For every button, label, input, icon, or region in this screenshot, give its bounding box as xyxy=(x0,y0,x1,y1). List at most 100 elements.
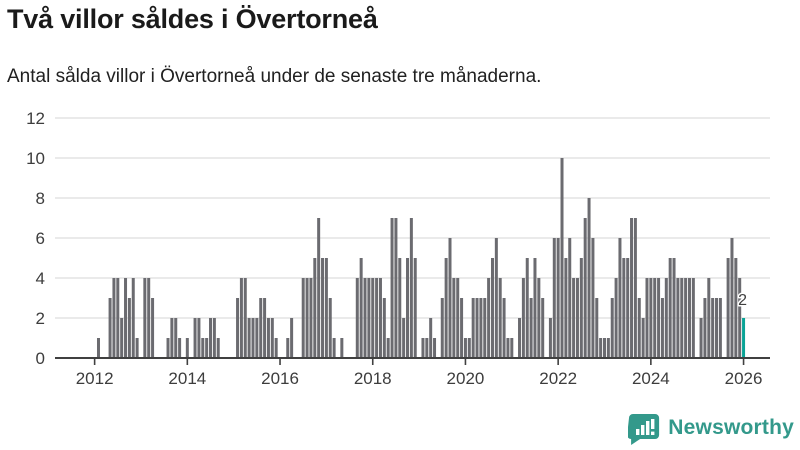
bar xyxy=(386,338,390,358)
bar xyxy=(236,298,240,358)
bar xyxy=(409,218,413,358)
y-tick-label: 6 xyxy=(36,229,45,248)
bar xyxy=(178,338,182,358)
bar xyxy=(687,278,691,358)
bar xyxy=(560,158,564,358)
bar xyxy=(375,278,379,358)
y-tick-label: 0 xyxy=(36,349,45,368)
bar xyxy=(603,338,606,358)
bar xyxy=(626,258,630,358)
bar xyxy=(112,278,116,358)
bar xyxy=(529,298,533,358)
bar xyxy=(591,238,595,358)
bar xyxy=(645,278,649,358)
x-tick-label: 2026 xyxy=(725,369,763,388)
bar xyxy=(456,278,460,358)
x-tick-label: 2016 xyxy=(261,369,299,388)
newsworthy-speech-bubble-bars-icon xyxy=(628,413,660,445)
bar xyxy=(212,318,216,358)
bar xyxy=(575,278,579,358)
bar xyxy=(96,338,100,358)
y-tick-label: 4 xyxy=(36,269,45,288)
bar xyxy=(583,218,587,358)
x-tick-label: 2024 xyxy=(632,369,670,388)
bar xyxy=(120,318,124,358)
bar xyxy=(371,278,375,358)
bar xyxy=(711,298,715,358)
bar xyxy=(440,298,444,358)
bar xyxy=(556,238,560,358)
bar xyxy=(402,318,406,358)
x-tick-label: 2018 xyxy=(354,369,392,388)
bar xyxy=(170,318,174,358)
bar xyxy=(263,298,267,358)
newsworthy-logo: Newsworthy xyxy=(628,410,794,446)
bar xyxy=(568,238,572,358)
x-tick-label: 2014 xyxy=(168,369,206,388)
bar xyxy=(378,278,382,358)
bar xyxy=(309,278,313,358)
bar xyxy=(595,298,599,358)
bar xyxy=(707,278,711,358)
bar xyxy=(421,338,425,358)
bar xyxy=(197,318,201,358)
bar xyxy=(715,298,719,358)
bar xyxy=(444,258,448,358)
bar xyxy=(255,318,259,358)
bar xyxy=(521,278,525,358)
bar xyxy=(274,338,278,358)
bar xyxy=(548,318,552,358)
bar xyxy=(660,298,664,358)
bar xyxy=(633,218,637,358)
bar xyxy=(448,238,452,358)
bar xyxy=(490,258,494,358)
bar xyxy=(135,338,139,358)
bar-chart: 0 2 4 6 8 10 12 2012 2014 2016 2018 2020 2022 2024 202… xyxy=(26,109,770,388)
bar xyxy=(290,318,294,358)
bar xyxy=(247,318,251,358)
y-tick-label: 10 xyxy=(26,149,45,168)
highlighted-bar xyxy=(742,318,746,358)
bar xyxy=(390,218,394,358)
bar xyxy=(425,338,429,358)
bar xyxy=(313,258,317,358)
bar xyxy=(541,298,545,358)
bar xyxy=(734,258,738,358)
bar xyxy=(359,258,363,358)
bar xyxy=(243,278,247,358)
bar xyxy=(398,258,402,358)
bar xyxy=(201,338,205,358)
bar xyxy=(502,298,506,358)
bar xyxy=(572,278,576,358)
x-tick-label: 2012 xyxy=(76,369,114,388)
bar xyxy=(433,338,437,358)
bar xyxy=(239,278,243,358)
bar xyxy=(460,298,464,358)
bar xyxy=(672,258,676,358)
bar xyxy=(479,298,483,358)
bar xyxy=(174,318,178,358)
bar xyxy=(653,278,657,358)
bar xyxy=(321,258,325,358)
chart-subtitle: Antal sålda villor i Övertorneå under de… xyxy=(7,66,542,87)
bar xyxy=(151,298,155,358)
bar xyxy=(216,338,220,358)
bar xyxy=(483,298,487,358)
bar xyxy=(301,278,305,358)
bar xyxy=(305,278,309,358)
bar xyxy=(537,278,541,358)
bar xyxy=(475,298,479,358)
bar xyxy=(680,278,684,358)
bar xyxy=(533,258,537,358)
bar xyxy=(494,238,498,358)
bar xyxy=(467,338,471,358)
bar xyxy=(328,298,332,358)
x-tick-label: 2022 xyxy=(539,369,577,388)
bar xyxy=(382,298,386,358)
bar xyxy=(363,278,367,358)
bar xyxy=(147,278,151,358)
bar xyxy=(116,278,120,358)
bar xyxy=(641,318,645,358)
bar xyxy=(367,278,371,358)
bar xyxy=(127,298,131,358)
